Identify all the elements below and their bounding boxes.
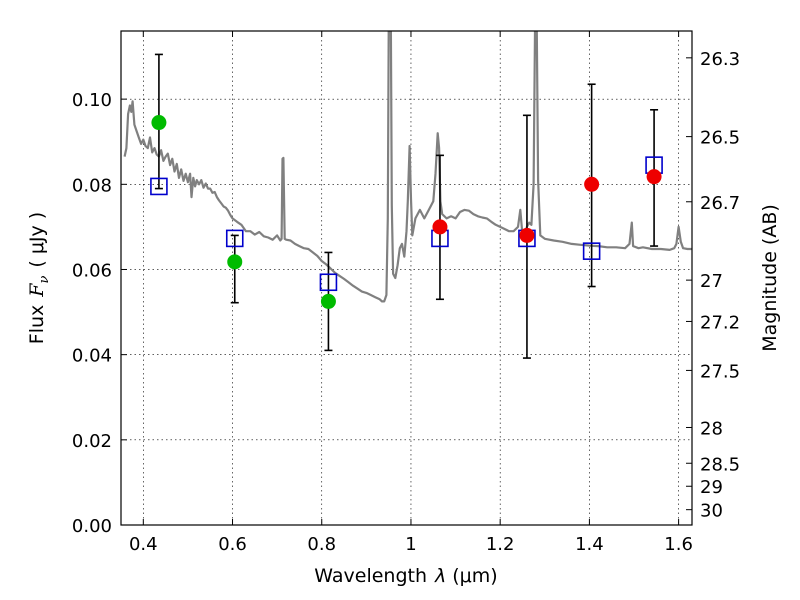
y-tick-label: 0.00 — [72, 516, 112, 537]
x-axis-label: Wavelength λ (μm) — [314, 565, 497, 587]
grid — [121, 31, 692, 526]
y-axis-label-sub: ν — [37, 276, 52, 284]
model-photometry-square — [225, 229, 244, 248]
y-axis-label-unit: ( μJy ) — [26, 212, 48, 268]
detection-point-green — [227, 254, 243, 270]
x-tick-label: 1 — [405, 534, 416, 555]
detection-point-red — [432, 219, 448, 235]
y-tick-label: 0.06 — [72, 260, 112, 281]
y-axis-left: 0.00 0.02 0.04 0.06 0.08 0.10 — [72, 90, 127, 537]
y-axis-label-symbol: F — [26, 283, 48, 298]
x-tick-label: 1.6 — [664, 534, 693, 555]
y2-tick-label: 27.2 — [700, 312, 740, 333]
detection-point-red — [519, 227, 535, 243]
spectrum-line — [123, 31, 692, 303]
detection-point-green — [151, 115, 167, 131]
y-axis-label: Flux Fν ( μJy ) — [26, 212, 52, 344]
x-tick-label: 0.4 — [129, 534, 158, 555]
x-tick-label: 0.8 — [307, 534, 336, 555]
x-tick-label: 1.4 — [575, 534, 604, 555]
model-photometry-square — [319, 273, 338, 292]
y-tick-label: 0.08 — [72, 175, 112, 196]
plot-frame — [120, 30, 693, 526]
detection-point-green — [320, 293, 336, 309]
detection-point-red — [646, 169, 662, 185]
model-spectrum-layer — [123, 31, 692, 303]
y2-tick-label: 28.5 — [700, 454, 740, 475]
x-axis: 0.4 0.6 0.8 1 1.2 1.4 1.6 — [129, 31, 693, 555]
model-photometry-square — [582, 242, 601, 260]
x-axis-label-lambda: λ — [434, 565, 446, 587]
y2-tick-label: 27.5 — [700, 361, 740, 382]
x-tick-label: 0.6 — [218, 534, 247, 555]
y2-tick-label: 27 — [700, 271, 723, 292]
y-axis-label-prefix: Flux — [26, 305, 48, 345]
x-tick-label: 1.2 — [486, 534, 515, 555]
y2-axis-label: Magnitude (AB) — [759, 204, 781, 352]
x-axis-label-unit: (μm) — [452, 565, 497, 587]
y2-tick-label: 30 — [700, 501, 723, 522]
y-axis-right: 26.3 26.5 26.7 27 27.2 27.5 28 28.529 30 — [686, 49, 740, 522]
y2-tick-label: 28 — [700, 418, 723, 439]
y2-tick-label: 26.3 — [700, 49, 740, 70]
y2-tick-label: 29 — [700, 477, 723, 498]
model-photometry-square — [150, 177, 168, 196]
y2-tick-label: 26.7 — [700, 193, 740, 214]
detection-point-red — [584, 176, 600, 192]
y-tick-label: 0.04 — [72, 346, 112, 367]
y2-tick-label: 26.5 — [700, 128, 740, 149]
detection-points-layer — [151, 115, 662, 309]
x-axis-label-prefix: Wavelength — [314, 565, 427, 587]
y-tick-label: 0.02 — [72, 431, 112, 452]
y-tick-label: 0.10 — [72, 90, 112, 111]
